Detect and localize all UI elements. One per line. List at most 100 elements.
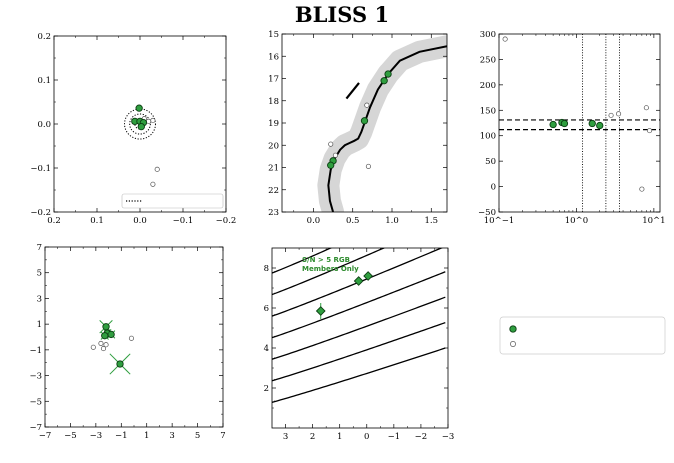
- y-tick-label: −5: [29, 397, 42, 407]
- panel-velocity: 10^−1 10^0 10^1 −50 0 50 100 150 200 250 300: [478, 30, 666, 226]
- member-point: [384, 70, 392, 78]
- panel-cat: S/N > 5 RGB Members Only 3 2 1 0 −1 −2 −3 2 4 6 8: [264, 247, 455, 442]
- excluded-point: [128, 335, 135, 341]
- panel-cmd: 0.0 0.5 1.0 1.5 15 16 17 18 19 20 21 22 23: [268, 30, 448, 226]
- excluded-point: [328, 141, 334, 147]
- member-point: [107, 330, 115, 339]
- spatial-legend: [121, 193, 224, 209]
- cat-title-line: Members Only: [302, 265, 359, 273]
- x-tick-label: −0.2: [216, 216, 237, 226]
- member-point: [101, 332, 109, 340]
- excluded-point: [100, 346, 107, 352]
- y-tick-label: 4: [264, 344, 269, 354]
- feh-curve: [272, 248, 333, 274]
- y-tick-label: 16: [268, 52, 279, 62]
- excluded-point: [608, 112, 614, 118]
- y-tick-label: 6: [264, 304, 269, 314]
- member-point: [509, 325, 517, 333]
- member-point: [380, 77, 388, 85]
- member-point: [327, 161, 335, 169]
- cat-frame: [271, 247, 449, 429]
- member-point: [549, 120, 557, 129]
- feh-curve: [272, 296, 446, 360]
- excluded-point: [643, 105, 649, 111]
- x-tick-label: 1.5: [425, 216, 439, 226]
- x-tick-label: 10^0: [565, 216, 588, 226]
- feh-curve-extension: [272, 357, 275, 360]
- y-tick-label: 0.1: [37, 76, 51, 86]
- x-tick-label: −5: [64, 431, 77, 441]
- y-tick-label: 0.2: [37, 32, 51, 42]
- main-legend: [499, 316, 666, 355]
- feh-curve: [272, 347, 446, 403]
- x-tick-label: 0.0: [133, 216, 147, 226]
- feh-curve-extension: [272, 271, 275, 274]
- cat-title-line: S/N > 5 RGB: [302, 256, 350, 264]
- feh-curve-extension: [272, 335, 275, 339]
- x-tick-label: 2: [310, 432, 315, 442]
- y-tick-label: −3: [29, 372, 42, 382]
- y-tick-label: 150: [480, 106, 496, 116]
- x-tick-label: −7: [39, 431, 52, 441]
- x-tick-label: 3: [283, 432, 288, 442]
- horizontal-branch: [345, 82, 360, 100]
- x-tick-label: 0.0: [307, 216, 321, 226]
- feh-curve: [272, 271, 446, 339]
- y-tick-label: 250: [480, 55, 496, 65]
- excluded-point: [647, 128, 653, 134]
- x-tick-label: −2: [415, 432, 428, 442]
- y-tick-label: −7: [29, 423, 42, 433]
- y-tick-label: 200: [480, 81, 496, 91]
- y-tick-label: 8: [264, 264, 269, 274]
- x-tick-label: 7: [220, 431, 225, 441]
- x-tick-label: 1: [144, 431, 149, 441]
- y-tick-label: 19: [268, 119, 279, 129]
- x-tick-label: 1.0: [385, 216, 399, 226]
- member-diamond: [353, 276, 364, 286]
- y-tick-label: −0.2: [30, 208, 51, 218]
- feh-curve: [272, 248, 386, 296]
- feh-curve-extension: [272, 378, 275, 382]
- figure-title: BLISS 1: [295, 2, 389, 27]
- half-light-ellipse: [124, 108, 156, 140]
- y-tick-label: 15: [268, 30, 279, 40]
- x-tick-label: 3: [169, 431, 174, 441]
- excluded-point: [150, 117, 156, 124]
- member-point: [596, 121, 604, 130]
- x-tick-label: −0.1: [173, 216, 194, 226]
- y-tick-label: 18: [268, 97, 279, 107]
- x-tick-label: 10^−1: [484, 216, 514, 226]
- legend-box: [121, 193, 224, 209]
- cmd-plot-area: [317, 35, 447, 212]
- excluded-point: [90, 344, 96, 350]
- x-tick-label: −3: [442, 432, 455, 442]
- excluded-point: [639, 186, 645, 192]
- panel-proper-motion: −7 −5 −3 −1 1 3 5 7 7 5 3 1 −1 −3 −5 −7: [29, 243, 225, 441]
- cat-title-label: S/N > 5 RGB Members Only: [302, 256, 359, 273]
- member-point: [560, 119, 569, 128]
- excluded-point: [103, 342, 109, 348]
- y-tick-label: 5: [37, 269, 42, 279]
- member-point: [116, 360, 124, 368]
- x-tick-label: 0: [364, 432, 369, 442]
- feh-curve: [272, 322, 446, 382]
- velocity-frame: [498, 33, 661, 213]
- panel-spatial: 0.2 0.1 0.0 −0.1 −0.20.20.10.0−0.1−0.2: [30, 32, 236, 226]
- y-tick-label: 22: [268, 186, 279, 196]
- member-point: [137, 122, 145, 131]
- cat-plot-area: [272, 248, 446, 403]
- y-tick-label: −50: [478, 208, 496, 218]
- excluded-point: [332, 152, 338, 158]
- excluded-point: [150, 181, 156, 187]
- spatial-plot-area: [124, 104, 160, 187]
- excluded-point: [154, 166, 160, 172]
- excluded-point: [98, 340, 104, 346]
- velocity-plot-area: [499, 34, 660, 212]
- member-point: [588, 119, 596, 128]
- y-tick-label: 1: [37, 320, 42, 330]
- x-tick-label: 1: [337, 432, 342, 442]
- x-tick-label: −1: [115, 431, 128, 441]
- excluded-point: [365, 163, 371, 169]
- pm-frame: [44, 246, 224, 428]
